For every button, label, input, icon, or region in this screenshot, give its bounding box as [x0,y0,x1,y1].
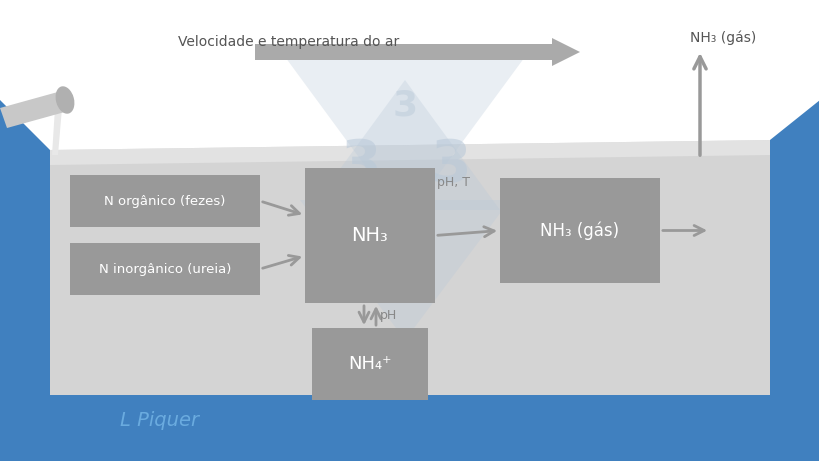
FancyArrow shape [255,38,579,66]
Polygon shape [50,140,769,395]
Text: 3: 3 [392,88,417,122]
Text: Velocidade e temperatura do ar: Velocidade e temperatura do ar [178,35,399,49]
Text: pH: pH [379,309,396,322]
Text: 3: 3 [339,136,380,194]
Text: N inorgânico (ureia): N inorgânico (ureia) [99,262,231,276]
Polygon shape [310,80,500,210]
Text: 3: 3 [429,136,470,194]
Text: NH₃ (gás): NH₃ (gás) [689,31,755,45]
FancyBboxPatch shape [311,328,428,400]
Text: NH₃: NH₃ [351,226,388,245]
Text: N orgânico (fezes): N orgânico (fezes) [104,195,225,207]
FancyBboxPatch shape [70,175,260,227]
FancyBboxPatch shape [305,168,434,303]
Polygon shape [0,100,50,461]
FancyBboxPatch shape [70,243,260,295]
Polygon shape [769,100,819,461]
Text: NH₃ (gás): NH₃ (gás) [540,221,619,240]
Text: NH₄⁺: NH₄⁺ [348,355,391,373]
Polygon shape [52,108,62,155]
Polygon shape [0,90,72,128]
Text: pH, T: pH, T [437,176,469,189]
Polygon shape [50,140,769,165]
Ellipse shape [56,86,75,114]
Polygon shape [300,200,509,340]
Polygon shape [279,50,529,220]
FancyBboxPatch shape [500,178,659,283]
Polygon shape [0,395,819,461]
Text: 3: 3 [392,248,417,282]
Text: L Piquer: L Piquer [120,410,199,430]
